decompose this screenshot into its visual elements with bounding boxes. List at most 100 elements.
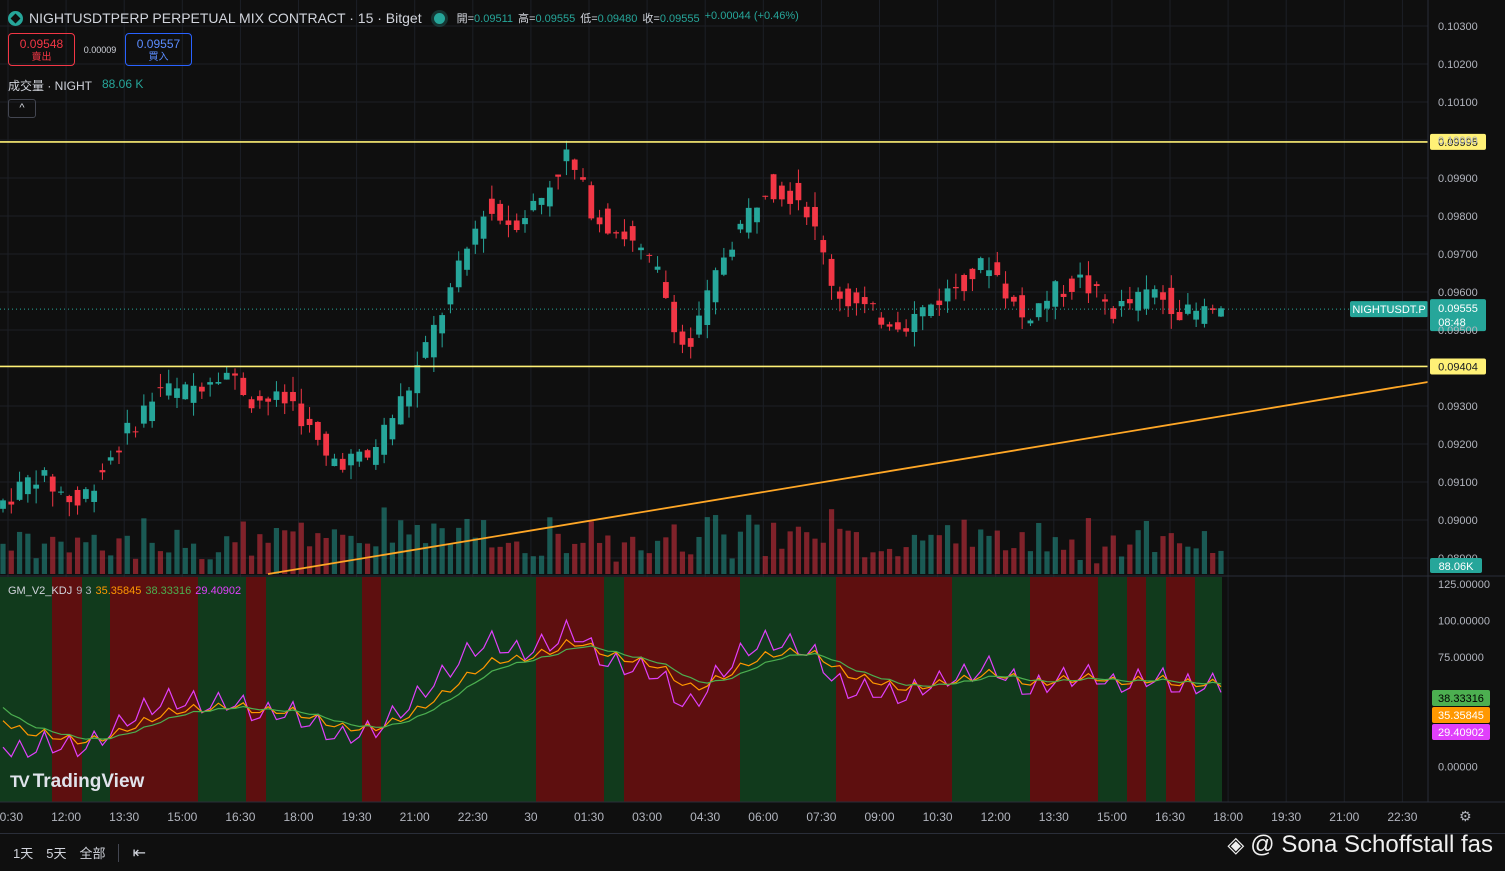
trend-line [267,381,1429,575]
time-tick-label: 22:30 [458,810,488,824]
gear-icon[interactable]: ⚙ [1459,808,1472,824]
candle-body [994,262,1001,276]
volume-bar [547,517,553,574]
price-tick-label: 0.10000 [1438,135,1478,147]
candle-body [621,231,628,240]
price-tick-label: 0.09200 [1438,439,1478,451]
volume-value-label: 88.06K [1439,561,1475,573]
volume-bar [340,534,346,574]
volume-bar [953,543,959,574]
volume-bar [364,543,371,574]
candle-body [430,324,437,358]
volume-bar [1168,533,1174,574]
volume-bar [323,537,329,574]
volume-bar [961,519,967,574]
volume-bar [1185,546,1191,574]
volume-bar [538,555,545,574]
volume-bar [157,551,164,574]
volume-bar [704,517,710,574]
volume-bar [298,522,304,574]
symbol-title[interactable]: NIGHTUSDTPERP PERPETUAL MIX CONTRACT · 1… [29,10,422,26]
volume-bar [646,553,652,574]
volume-bar [306,546,313,574]
candle-body [654,266,661,270]
range-5d-button[interactable]: 5天 [46,846,67,861]
time-tick-label: 12:00 [981,810,1011,824]
volume-bar [33,558,39,574]
kdj-value-tag [1432,707,1490,723]
kdj-band [362,577,381,802]
volume-bar [712,515,719,574]
candle-body [273,391,280,400]
time-tick-label: 16:30 [1155,810,1185,824]
candle-body [290,391,296,402]
tradingview-logo[interactable]: TV TradingView [10,771,144,793]
volume-bar [1143,520,1150,574]
candle-body [356,451,363,462]
candle-body [1027,320,1034,324]
price-tick-label: 0.09700 [1438,249,1478,261]
sell-button[interactable]: 0.09548 賣出 [8,33,75,66]
candle-body [762,195,769,197]
volume-bar [480,520,487,574]
ohlc-open: 開=0.09511 [456,13,513,25]
candle-body [770,174,777,200]
range-1d-button[interactable]: 1天 [13,846,34,861]
candle-body [1176,311,1183,321]
candle-body [638,247,644,251]
volume-bar [978,529,984,574]
volume-bar [853,532,860,574]
candle-body [165,383,172,396]
volume-bar [654,540,661,574]
time-tick-label: 18:00 [283,810,313,824]
volume-bar [663,537,669,574]
volume-bar [99,550,106,574]
time-tick-label: 03:00 [632,810,662,824]
candle-body [530,200,537,211]
time-tick-label: 16:30 [225,810,255,824]
kdj-band [1030,577,1098,802]
volume-bar [1110,535,1116,574]
range-all-button[interactable]: 全部 [79,846,106,861]
candle-body [240,377,247,396]
time-tick-label: 09:00 [864,810,894,824]
candle-body [232,373,238,376]
candle-body [66,496,73,503]
kdj-legend[interactable]: GM_V2_KDJ 9 3 35.35845 38.33316 29.40902 [8,585,241,597]
volume-bar [596,542,603,574]
volume-bar [563,553,570,574]
candle-body [613,232,620,234]
candle-body [795,182,802,201]
trade-buttons: 0.09548 賣出 0.00009 0.09557 買入 [8,33,192,66]
candle-body [1168,287,1175,315]
candle-body [919,307,926,317]
candle-body [596,217,603,225]
candle-body [580,177,586,180]
kdj-band [246,577,266,802]
time-tick-label: 19:30 [1271,810,1301,824]
volume-bar [936,535,942,574]
kdj-value-label: 29.40902 [1438,727,1484,739]
candle-body [1151,289,1158,298]
candles [0,140,1224,517]
candle-body [1068,278,1075,292]
volume-bar [1201,531,1208,574]
volume-bar [795,526,802,574]
volume-bar [638,550,644,574]
volume-bars [0,507,1224,574]
toolbar-divider [118,843,120,862]
volume-bar [290,531,296,574]
go-to-date-icon[interactable]: ⇤ [132,844,146,862]
volume-bar [91,534,97,574]
buy-button[interactable]: 0.09557 買入 [125,33,192,66]
volume-legend[interactable]: 成交量 · NIGHT 88.06 K [8,77,143,94]
candle-body [952,286,959,289]
kdj-value-tag [1432,724,1490,740]
time-tick-label: 15:00 [1097,810,1127,824]
ohlc-change: +0.00044 (+0.46%) [704,10,799,22]
volume-bar [944,525,951,574]
volume-bar [911,534,918,574]
collapse-legend-button[interactable]: ^ [8,99,36,118]
price-chart[interactable]: 0.09995 0.09404 NIGHTUSDT.P 0.09555 08:48 0.1… [0,0,1505,831]
volume-bar [1019,532,1025,574]
